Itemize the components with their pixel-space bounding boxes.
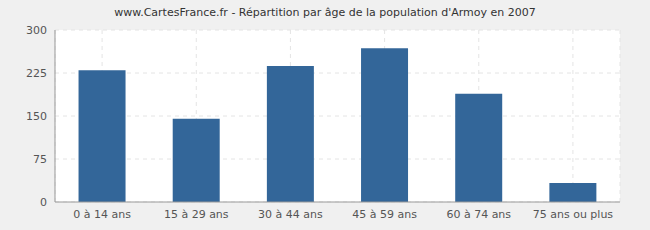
svg-text:0 à 14 ans: 0 à 14 ans xyxy=(73,208,131,221)
svg-text:75 ans ou plus: 75 ans ou plus xyxy=(533,208,614,221)
svg-text:45 à 59 ans: 45 à 59 ans xyxy=(352,208,417,221)
svg-text:75: 75 xyxy=(33,153,47,166)
svg-text:225: 225 xyxy=(26,67,47,80)
svg-text:0: 0 xyxy=(40,196,47,209)
svg-text:60 à 74 ans: 60 à 74 ans xyxy=(446,208,511,221)
html-text:www.CartesFrance.fr - Répartit: www.CartesFrance.fr - Répartition par âg… xyxy=(114,6,536,19)
svg-text:15 à 29 ans: 15 à 29 ans xyxy=(164,208,229,221)
svg-text:300: 300 xyxy=(26,24,47,37)
svg-text:150: 150 xyxy=(26,110,47,123)
svg-text:30 à 44 ans: 30 à 44 ans xyxy=(258,208,323,221)
